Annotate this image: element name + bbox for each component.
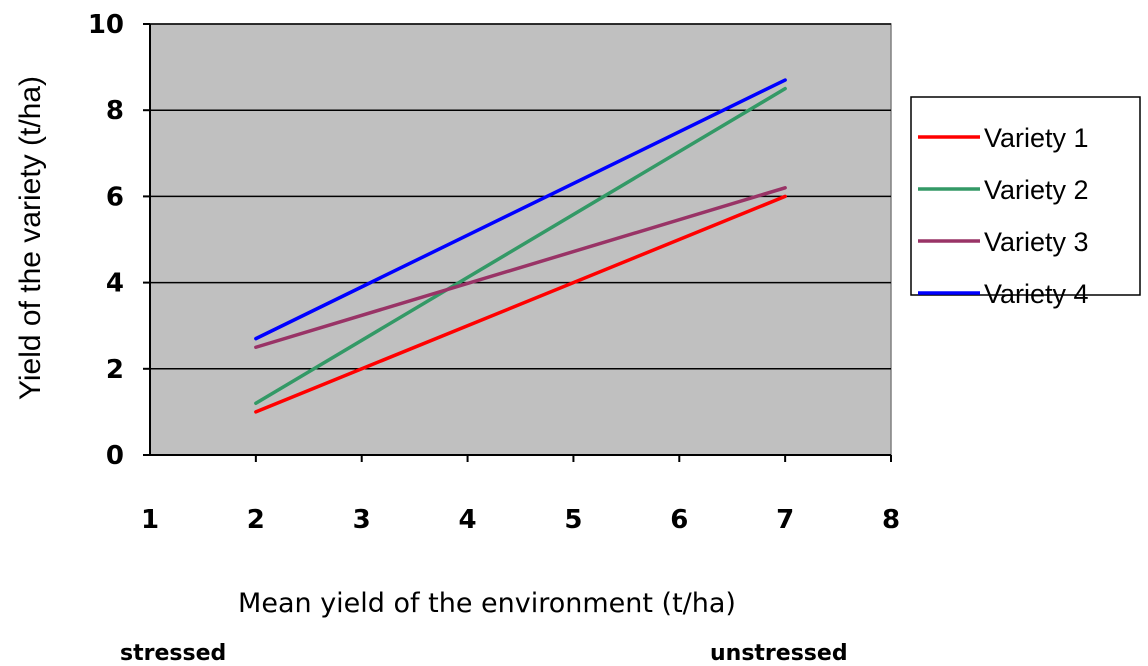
axes [149, 24, 891, 456]
x-tick-label: 8 [882, 505, 900, 535]
y-tick-label: 2 [106, 355, 124, 385]
grid-lines [150, 23, 891, 370]
legend-box [910, 96, 1141, 296]
x-tick-label: 6 [670, 505, 688, 535]
x-tick-label: 5 [564, 505, 582, 535]
legend: Variety 1 Variety 2 Variety 3 Variety 4 [910, 96, 1141, 309]
stressed-annotation: stressed [120, 641, 226, 666]
x-tick-label: 2 [247, 505, 265, 535]
x-tick-label: 1 [141, 505, 159, 535]
series-lines [254, 78, 787, 414]
series-line-variety-1 [254, 194, 787, 414]
series-line-variety-4 [254, 78, 787, 341]
y-tick-labels: 0 2 4 6 8 10 [88, 10, 150, 471]
x-tick-labels: 1 2 3 4 5 6 7 8 [141, 455, 900, 535]
legend-label-variety-3: Variety 3 [984, 227, 1089, 257]
unstressed-annotation: unstressed [710, 641, 848, 666]
legend-label-variety-1: Variety 1 [984, 123, 1089, 153]
y-tick-label: 6 [106, 182, 124, 212]
legend-label-variety-2: Variety 2 [984, 175, 1089, 205]
plot-area [149, 23, 892, 456]
y-tick-label: 4 [106, 269, 124, 299]
y-tick-label: 8 [106, 96, 124, 126]
x-tick-label: 4 [459, 505, 477, 535]
series-line-variety-2 [254, 86, 787, 406]
x-axis-label: Mean yield of the environment (t/ha) [238, 588, 736, 619]
series-line-variety-3 [254, 186, 787, 349]
x-tick-label: 3 [353, 505, 371, 535]
y-tick-label: 10 [88, 10, 124, 40]
y-axis-label: Yield of the variety (t/ha) [14, 76, 47, 400]
x-tick-label: 7 [776, 505, 794, 535]
legend-label-variety-4: Variety 4 [984, 279, 1089, 309]
y-tick-label: 0 [106, 441, 124, 471]
